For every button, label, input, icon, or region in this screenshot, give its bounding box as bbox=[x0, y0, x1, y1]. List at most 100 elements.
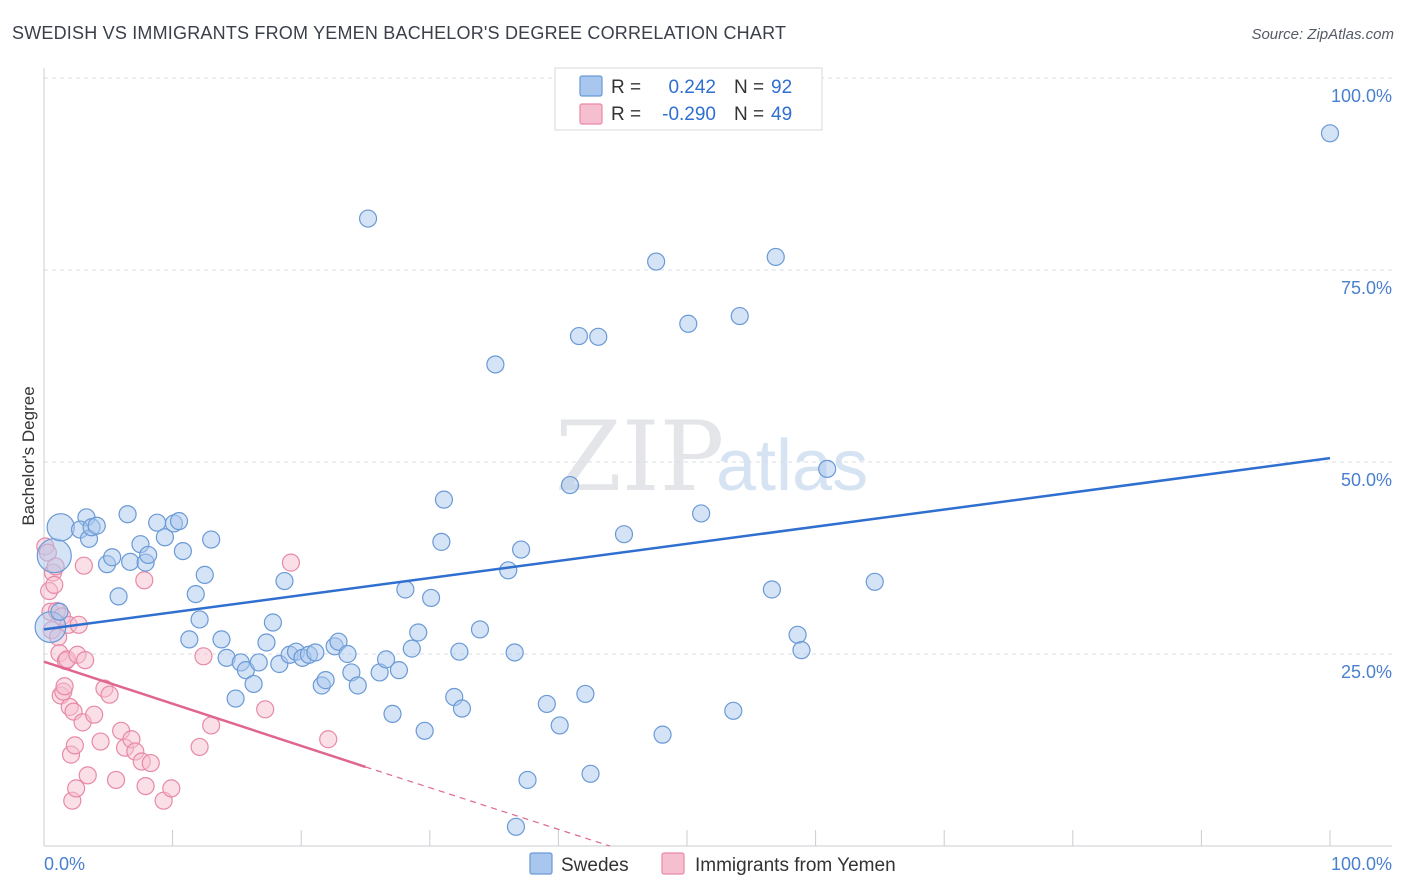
data-point bbox=[724, 701, 743, 720]
data-point bbox=[65, 736, 84, 755]
legend-n-label-2: N = bbox=[734, 104, 764, 125]
data-point bbox=[50, 602, 69, 621]
data-point bbox=[415, 721, 434, 740]
bottom-legend-swedes: Swedes bbox=[561, 855, 629, 876]
data-point bbox=[434, 490, 454, 509]
data-point bbox=[281, 553, 301, 572]
data-point bbox=[306, 643, 325, 662]
data-point bbox=[316, 671, 335, 690]
legend-n-label-1: N = bbox=[734, 77, 764, 98]
trend-line-yemen bbox=[43, 660, 366, 769]
data-point bbox=[226, 689, 245, 708]
data-point bbox=[421, 588, 441, 608]
data-point bbox=[792, 641, 811, 660]
data-point bbox=[766, 247, 785, 267]
data-point bbox=[85, 705, 104, 724]
data-point bbox=[1320, 124, 1340, 143]
data-point bbox=[452, 699, 472, 718]
trend-lines bbox=[43, 456, 1331, 847]
data-point bbox=[788, 625, 807, 644]
data-point bbox=[244, 674, 263, 694]
data-point bbox=[506, 817, 526, 836]
data-point bbox=[338, 644, 357, 664]
data-point bbox=[550, 716, 569, 735]
data-point bbox=[67, 779, 86, 798]
data-point bbox=[74, 556, 93, 575]
data-point bbox=[256, 700, 275, 719]
gridlines bbox=[44, 77, 1392, 655]
data-point bbox=[730, 306, 749, 326]
data-point bbox=[679, 314, 698, 333]
data-point bbox=[389, 661, 409, 680]
data-point bbox=[499, 561, 518, 580]
y-axis-label: Bachelor's Degree bbox=[19, 386, 38, 525]
data-point bbox=[194, 647, 213, 666]
data-point bbox=[78, 766, 97, 785]
chart-source: Source: ZipAtlas.com bbox=[1251, 26, 1394, 43]
data-point bbox=[212, 630, 231, 649]
watermark-atlas: atlas bbox=[716, 426, 868, 506]
y-tick-labels: 100.0% 75.0% 50.0% 25.0% bbox=[1331, 86, 1392, 682]
legend-n-value-1: 92 bbox=[771, 77, 792, 98]
data-point bbox=[186, 584, 205, 604]
legend-swatch-swedes bbox=[579, 75, 603, 97]
data-point bbox=[155, 528, 174, 547]
data-point bbox=[275, 571, 294, 591]
data-point bbox=[396, 580, 415, 599]
data-point bbox=[537, 694, 556, 714]
bottom-swatch-swedes bbox=[529, 852, 553, 875]
x-tick-marks bbox=[43, 830, 1331, 846]
data-point bbox=[569, 326, 589, 346]
y-tick-label: 100.0% bbox=[1331, 86, 1392, 106]
data-point bbox=[383, 704, 402, 724]
data-point bbox=[512, 540, 531, 559]
trend-line-swedes bbox=[43, 456, 1331, 631]
data-point bbox=[139, 545, 158, 565]
legend-r-label-1: R = bbox=[611, 77, 641, 98]
data-point bbox=[202, 530, 221, 549]
stats-legend: R = 0.242 N = 92 R = -0.290 N = 49 bbox=[554, 67, 823, 131]
data-point bbox=[818, 459, 837, 479]
data-point bbox=[109, 587, 128, 606]
data-point bbox=[173, 541, 192, 561]
data-point bbox=[162, 779, 181, 798]
data-point bbox=[348, 676, 367, 695]
data-point bbox=[249, 653, 268, 672]
data-point bbox=[190, 610, 209, 629]
data-point bbox=[195, 565, 214, 584]
data-point bbox=[762, 580, 781, 599]
data-point bbox=[505, 643, 524, 662]
data-point bbox=[432, 532, 451, 551]
data-point bbox=[518, 770, 537, 790]
data-point bbox=[136, 776, 155, 796]
data-point bbox=[450, 642, 469, 661]
bottom-legend-yemen: Immigrants from Yemen bbox=[695, 855, 896, 876]
data-point bbox=[589, 327, 608, 346]
legend-swatch-yemen bbox=[579, 103, 603, 125]
data-point bbox=[581, 764, 600, 783]
data-point bbox=[647, 252, 666, 271]
y-tick-label: 50.0% bbox=[1341, 470, 1392, 490]
data-point bbox=[135, 571, 154, 590]
data-point bbox=[576, 684, 595, 704]
data-point bbox=[121, 552, 140, 571]
legend-r-value-1: 0.242 bbox=[668, 77, 716, 98]
data-point bbox=[486, 355, 505, 374]
data-point bbox=[319, 730, 338, 749]
watermark-zip: ZIP bbox=[555, 401, 724, 513]
x-tick-label-right: 100.0% bbox=[1331, 854, 1392, 874]
data-point bbox=[91, 732, 110, 751]
data-point bbox=[106, 770, 126, 790]
trend-line-yemen-extension bbox=[365, 766, 611, 847]
data-point bbox=[865, 572, 884, 591]
data-point bbox=[560, 475, 580, 495]
data-point bbox=[87, 516, 106, 535]
data-point bbox=[190, 737, 209, 757]
bottom-swatch-yemen bbox=[661, 852, 685, 875]
data-point bbox=[169, 512, 189, 531]
chart-title: SWEDISH VS IMMIGRANTS FROM YEMEN BACHELO… bbox=[12, 23, 786, 43]
data-point bbox=[141, 753, 160, 773]
data-point bbox=[55, 677, 74, 696]
data-point bbox=[257, 633, 276, 652]
